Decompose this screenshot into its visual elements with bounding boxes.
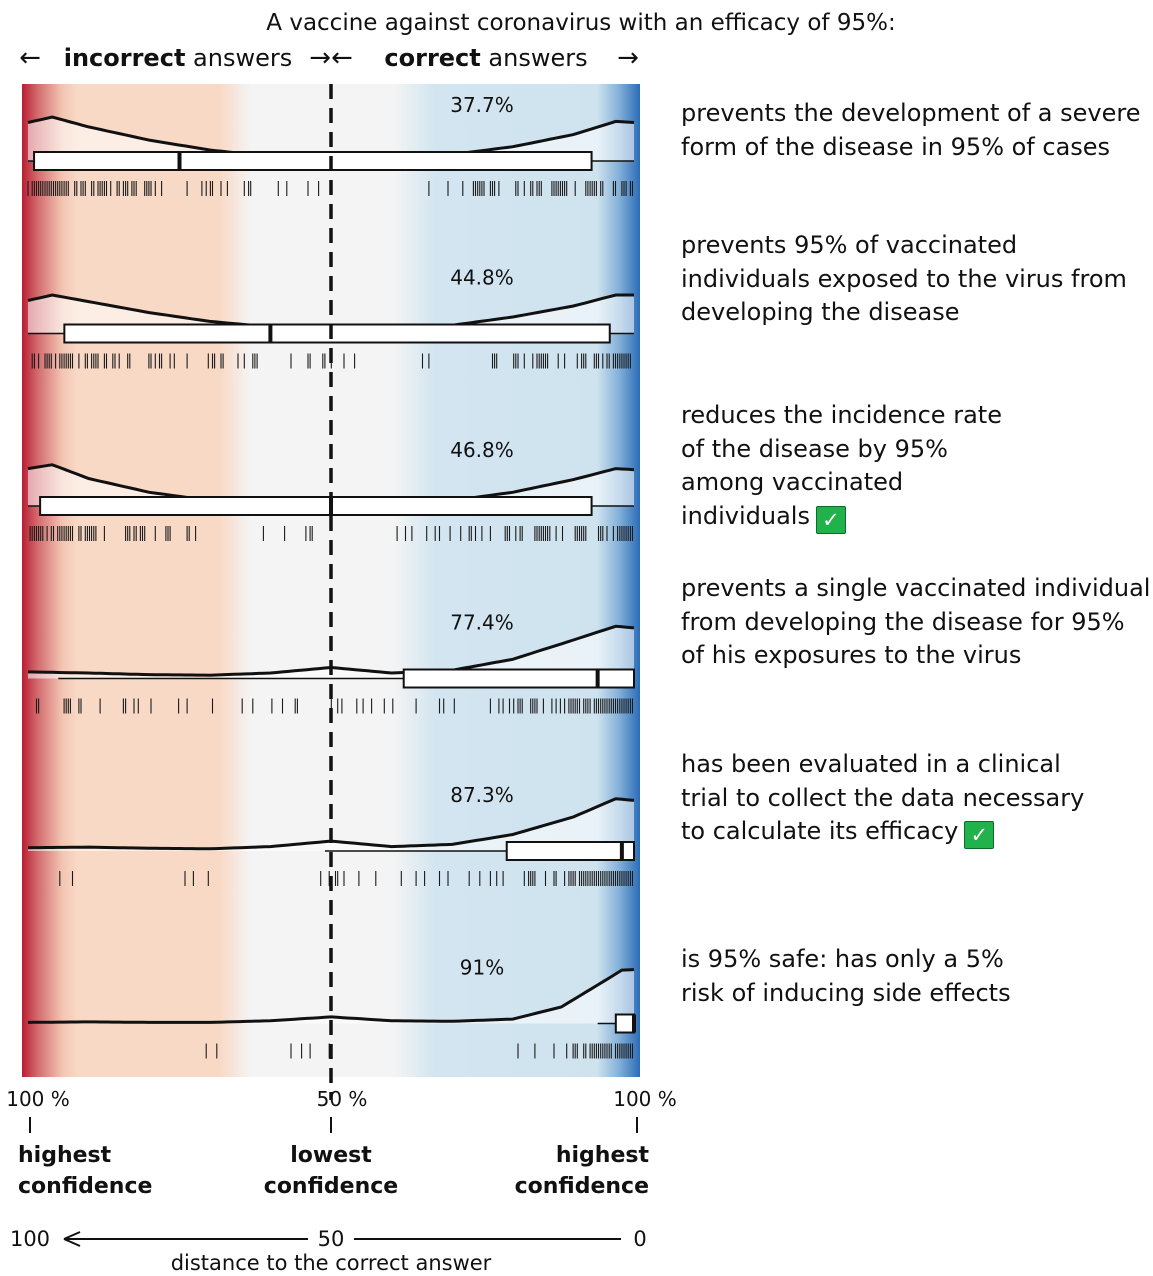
row-5: 87.3% <box>27 783 635 886</box>
box-iqr <box>33 151 593 171</box>
conf-right-2: confidence <box>515 1174 649 1199</box>
correct-right-arrow: → <box>617 43 639 73</box>
statement-4-text: prevents a single vaccinated individual … <box>681 574 1151 669</box>
correct-word: correct <box>384 44 480 72</box>
statement-3: reduces the incidence rate of the diseas… <box>681 399 1021 534</box>
box-iqr <box>402 668 635 689</box>
percent-correct-label: 46.8% <box>450 438 514 462</box>
conf-center-2: confidence <box>264 1174 398 1199</box>
split-arrows: →← <box>309 43 353 73</box>
rug-plot <box>205 1043 634 1059</box>
check-icon: ✓ <box>815 505 846 534</box>
statement-2: prevents 95% of vaccinated individuals e… <box>681 229 1151 330</box>
conf-left-1: highest <box>18 1143 112 1168</box>
incorrect-word: incorrect <box>64 44 186 72</box>
incorrect-rest: answers <box>185 44 292 72</box>
statement-4: prevents a single vaccinated individual … <box>681 572 1151 673</box>
density-curve <box>27 968 635 1024</box>
rug-plot <box>29 526 634 541</box>
correct-rest: answers <box>481 44 588 72</box>
conf-center-1: lowest <box>290 1143 372 1168</box>
box-iqr <box>614 1013 636 1034</box>
box-iqr <box>39 496 593 516</box>
statement-5: has been evaluated in a clinical trial t… <box>681 748 1101 849</box>
box-iqr <box>63 323 611 344</box>
percent-correct-label: 37.7% <box>450 93 514 117</box>
statement-3-text: reduces the incidence rate of the diseas… <box>681 401 1002 530</box>
percent-correct-label: 87.3% <box>450 783 514 807</box>
percent-correct-label: 91% <box>460 956 504 980</box>
rug-plot <box>59 871 634 886</box>
distance-axis-label: distance to the correct answer <box>171 1251 492 1275</box>
tick-label-center: 50 % <box>317 1087 368 1111</box>
rug-plot <box>27 181 634 196</box>
distance-arrowhead <box>63 1231 81 1247</box>
statement-1-text: prevents the development of a severe for… <box>681 99 1141 161</box>
distance-tick-50: 50 <box>318 1227 345 1251</box>
conf-right-1: highest <box>556 1143 650 1168</box>
statement-2-text: prevents 95% of vaccinated individuals e… <box>681 231 1127 326</box>
incorrect-answers-label: incorrect answers <box>64 44 293 72</box>
incorrect-left-arrow: ← <box>19 43 41 73</box>
statement-5-text: has been evaluated in a clinical trial t… <box>681 750 1085 845</box>
statement-6: is 95% safe: has only a 5% risk of induc… <box>681 943 1021 1010</box>
check-icon: ✓ <box>964 821 995 849</box>
distance-tick-100: 100 <box>10 1227 50 1251</box>
correct-answers-label: correct answers <box>384 44 587 72</box>
bottom-axis: 100 % 50 % 100 % highest confidence lowe… <box>6 1087 677 1275</box>
statement-6-text: is 95% safe: has only a 5% risk of induc… <box>681 945 1011 1007</box>
density-fill <box>28 969 634 1024</box>
row-3: 46.8% <box>27 438 635 541</box>
distance-tick-0: 0 <box>633 1227 646 1251</box>
tick-label-right: 100 % <box>613 1087 677 1111</box>
rug-plot <box>31 353 631 369</box>
statement-1: prevents the development of a severe for… <box>681 97 1151 164</box>
box-iqr <box>505 841 635 861</box>
density-fill <box>28 117 634 161</box>
chart-title: A vaccine against coronavirus with an ef… <box>266 10 895 36</box>
rug-plot <box>35 698 634 714</box>
row-6: 91% <box>27 956 636 1059</box>
tick-label-left: 100 % <box>6 1087 70 1111</box>
percent-correct-label: 77.4% <box>450 611 514 635</box>
conf-left-2: confidence <box>18 1174 152 1199</box>
percent-correct-label: 44.8% <box>450 266 514 290</box>
